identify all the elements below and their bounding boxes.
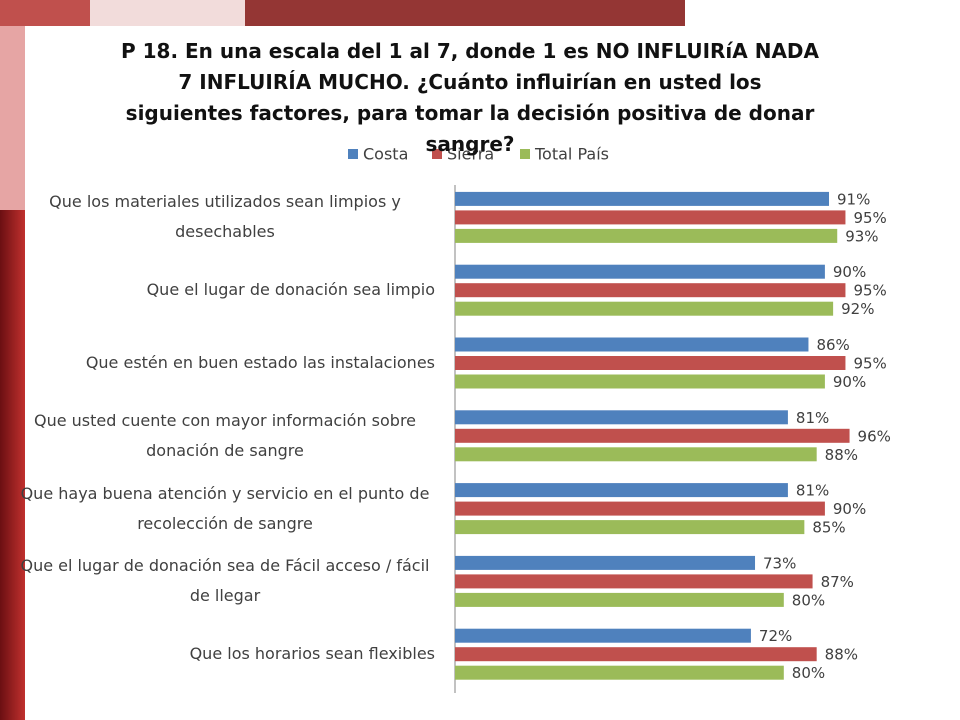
decor bbox=[90, 0, 245, 26]
value-label: 86% bbox=[816, 336, 849, 354]
value-label: 88% bbox=[825, 646, 858, 664]
category-label: Que haya buena atención y servicio en el… bbox=[15, 479, 435, 539]
bar bbox=[455, 628, 751, 643]
bar bbox=[455, 283, 846, 298]
decor bbox=[0, 26, 25, 210]
value-label: 81% bbox=[796, 482, 829, 500]
category-label: Que estén en buen estado las instalacion… bbox=[15, 348, 435, 378]
legend-label: Costa bbox=[363, 145, 408, 164]
category-text: Que el lugar de donación sea limpio bbox=[146, 280, 435, 300]
decor bbox=[0, 210, 25, 720]
value-label: 92% bbox=[841, 300, 874, 318]
value-label: 85% bbox=[812, 519, 845, 537]
value-label: 88% bbox=[825, 446, 858, 464]
decor bbox=[0, 0, 90, 26]
bar bbox=[455, 228, 838, 243]
value-label: 80% bbox=[792, 591, 825, 609]
value-label: 87% bbox=[821, 573, 854, 591]
value-label: 93% bbox=[845, 227, 878, 245]
value-label: 80% bbox=[792, 664, 825, 682]
legend-swatch bbox=[432, 149, 442, 159]
bar bbox=[455, 264, 825, 279]
legend-label: Total País bbox=[534, 145, 609, 164]
category-text: Que estén en buen estado las instalacion… bbox=[85, 353, 435, 372]
value-label: 90% bbox=[833, 373, 866, 391]
bar bbox=[455, 191, 830, 206]
category-text: Que haya buena atención y servicio en el… bbox=[20, 483, 430, 533]
bar bbox=[455, 410, 788, 425]
bar bbox=[455, 501, 825, 516]
value-label: 90% bbox=[833, 500, 866, 518]
bar bbox=[455, 592, 784, 607]
bar bbox=[455, 647, 817, 662]
value-label: 72% bbox=[759, 627, 792, 645]
value-label: 90% bbox=[833, 263, 866, 281]
bar bbox=[455, 447, 817, 462]
bar bbox=[455, 374, 825, 389]
legend-swatch bbox=[520, 149, 530, 159]
value-label: 91% bbox=[837, 190, 870, 208]
category-text: Que el lugar de donación sea de Fácil ac… bbox=[20, 556, 430, 606]
category-label: Que usted cuente con mayor información s… bbox=[15, 406, 435, 466]
bar bbox=[455, 665, 784, 680]
legend-swatch bbox=[348, 149, 358, 159]
bar bbox=[455, 574, 813, 589]
category-label: Que los horarios sean flexibles bbox=[15, 639, 435, 669]
bar bbox=[455, 301, 834, 316]
legend-label: Sierra bbox=[447, 145, 494, 164]
value-label: 95% bbox=[853, 209, 886, 227]
value-label: 73% bbox=[763, 554, 796, 572]
bar bbox=[455, 555, 756, 570]
category-label: Que el lugar de donación sea limpio bbox=[15, 275, 435, 305]
category-text: Que los horarios sean flexibles bbox=[189, 644, 435, 664]
bar bbox=[455, 210, 846, 225]
bar bbox=[455, 483, 788, 498]
decor bbox=[245, 0, 685, 26]
value-label: 95% bbox=[853, 355, 886, 373]
value-label: 95% bbox=[853, 282, 886, 300]
category-text: Que usted cuente con mayor información s… bbox=[33, 410, 417, 460]
value-label: 96% bbox=[858, 427, 891, 445]
bar bbox=[455, 356, 846, 370]
category-text: Que los materiales utilizados sean limpi… bbox=[49, 192, 401, 242]
category-label: Que el lugar de donación sea de Fácil ac… bbox=[15, 551, 435, 611]
value-label: 81% bbox=[796, 409, 829, 427]
bar bbox=[455, 520, 805, 535]
category-label: Que los materiales utilizados sean limpi… bbox=[15, 187, 435, 247]
bar bbox=[455, 337, 809, 352]
chart-title: P 18. En una escala del 1 al 7, donde 1 … bbox=[120, 39, 820, 156]
bar bbox=[455, 428, 850, 443]
